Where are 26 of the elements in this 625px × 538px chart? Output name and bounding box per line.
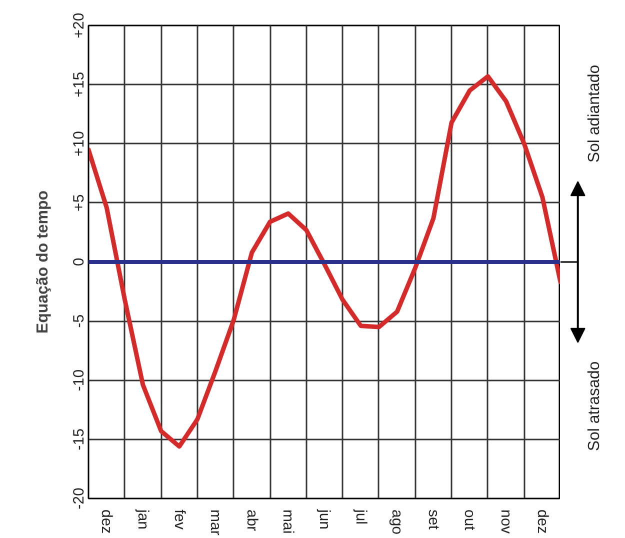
y-tick-label: 0: [70, 258, 88, 266]
x-tick-label: jan: [134, 508, 152, 530]
x-tick-label: mar: [207, 510, 224, 536]
x-tick-label: set: [424, 510, 442, 530]
x-tick-label: jun: [316, 508, 333, 530]
y-tick-label: -5: [70, 314, 88, 328]
x-tick-label: dez: [98, 510, 116, 534]
x-tick-label: mai: [280, 510, 297, 534]
x-tick-label: out: [461, 510, 478, 532]
y-tick-label: -15: [70, 428, 88, 450]
x-tick-label: nov: [498, 510, 515, 534]
y-tick-label: -20: [70, 488, 88, 510]
text: Sol adiantado: [586, 64, 604, 163]
x-tick-label: abr: [243, 510, 260, 532]
text: Sol atrasado: [586, 361, 604, 452]
y-tick-label: +20: [70, 12, 88, 38]
y-axis-title: Equação do tempo: [34, 190, 52, 334]
x-tick-label: jul: [352, 508, 370, 525]
y-tick-label: +10: [70, 131, 88, 156]
line-series: [88, 74, 560, 449]
y-tick-label: +5: [70, 194, 88, 212]
y-tick-label: -10: [70, 369, 88, 392]
x-tick-label: ago: [388, 510, 406, 535]
x-tick-label: fev: [170, 510, 188, 530]
y-tick-label: +15: [70, 72, 88, 98]
x-tick-label: dez: [534, 510, 551, 534]
